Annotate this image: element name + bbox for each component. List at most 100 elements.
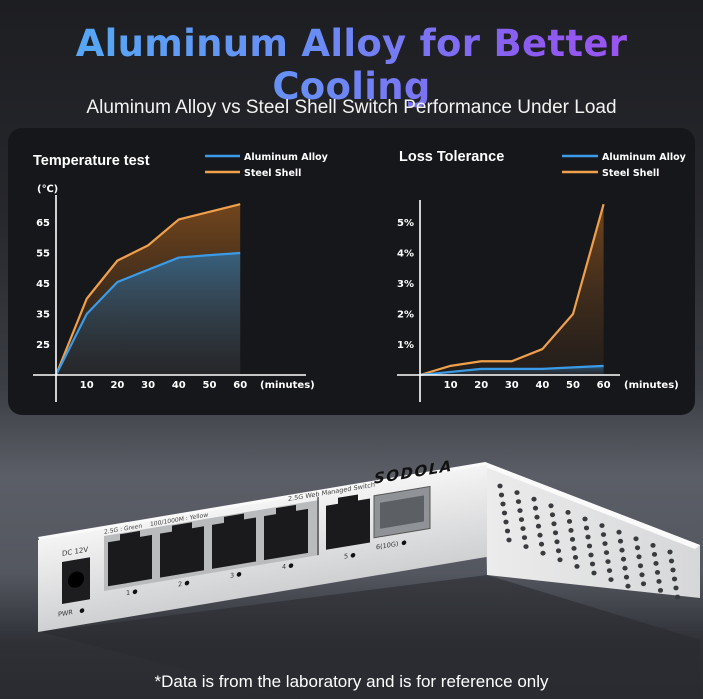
port-label: 2 bbox=[178, 580, 182, 589]
chart2-xlabel: (minutes) bbox=[624, 380, 679, 391]
chart1-title: Temperature test bbox=[33, 153, 150, 169]
pwr-led bbox=[79, 608, 85, 613]
power-jack-hole bbox=[68, 571, 84, 588]
vent-hole bbox=[515, 499, 522, 504]
vent-hole bbox=[551, 521, 557, 527]
vent-hole bbox=[514, 490, 520, 495]
vent-hole bbox=[673, 585, 679, 591]
chart2-x-tick: 10 bbox=[444, 380, 458, 391]
vent-hole bbox=[622, 565, 628, 571]
ethernet-port-5 bbox=[326, 498, 370, 550]
port-label: 1 bbox=[126, 589, 130, 598]
ethernet-port-tab bbox=[120, 530, 140, 543]
chart2-legend-steel: Steel Shell bbox=[602, 168, 659, 179]
vent-hole bbox=[634, 545, 641, 551]
subtitle: Aluminum Alloy vs Steel Shell Switch Per… bbox=[86, 97, 617, 118]
chart2-y-tick: 2% bbox=[397, 310, 414, 321]
vent-hole bbox=[668, 558, 675, 564]
chart1-line-steel bbox=[54, 203, 241, 376]
vent-hole bbox=[500, 501, 506, 507]
vent-hole bbox=[501, 510, 508, 516]
chart2-x-tick: 30 bbox=[505, 380, 519, 391]
headline: Aluminum Alloy for Better Cooling bbox=[0, 22, 703, 108]
vent-hole bbox=[497, 483, 503, 489]
switch-shadow bbox=[40, 575, 700, 699]
power-label: DC 12V bbox=[62, 545, 88, 558]
vent-hole bbox=[555, 548, 562, 554]
vent-holes bbox=[497, 483, 681, 600]
chart1-x-tick: 10 bbox=[80, 380, 94, 391]
chart2-y-tick: 4% bbox=[397, 249, 414, 260]
ethernet-port-tab bbox=[172, 522, 192, 534]
vent-hole bbox=[619, 547, 625, 553]
vent-hole bbox=[656, 579, 662, 584]
vent-hole bbox=[540, 550, 546, 556]
vent-hole bbox=[566, 519, 573, 524]
vent-hole bbox=[588, 552, 594, 558]
vent-hole bbox=[535, 523, 542, 529]
chart1-x-tick: 40 bbox=[172, 380, 186, 391]
vent-hole bbox=[657, 588, 664, 593]
vent-hole bbox=[569, 537, 576, 542]
vent-hole bbox=[639, 572, 645, 578]
chart2-x-tick: 20 bbox=[474, 380, 488, 391]
vent-hole bbox=[537, 532, 543, 538]
vent-hole bbox=[568, 528, 574, 533]
vent-hole bbox=[532, 505, 539, 511]
vent-hole bbox=[608, 577, 614, 582]
chart1-y-tick: 55 bbox=[36, 249, 50, 260]
chart1-x-tick: 30 bbox=[141, 380, 155, 391]
chart2-y-tick: 1% bbox=[397, 340, 414, 351]
chart1-x-tick: 60 bbox=[233, 380, 247, 391]
vent-hole bbox=[633, 536, 639, 542]
chart2-x-tick: 60 bbox=[597, 380, 611, 391]
sfp-led bbox=[401, 540, 407, 546]
port-led bbox=[184, 580, 190, 586]
ethernet-port-tab bbox=[224, 513, 244, 525]
vent-hole bbox=[674, 594, 681, 600]
vent-hole bbox=[572, 555, 579, 560]
switch-illustration: DC 12V PWR 2.5G : Green 100/1000M : Yell… bbox=[38, 457, 700, 699]
vent-hole bbox=[640, 581, 647, 587]
vent-hole bbox=[585, 534, 591, 540]
vent-hole bbox=[589, 561, 596, 567]
vent-hole bbox=[586, 543, 593, 549]
vent-hole bbox=[506, 537, 512, 543]
vent-hole bbox=[498, 492, 505, 498]
ethernet-port-tab bbox=[276, 504, 296, 517]
chart1-ylabel: (℃) bbox=[37, 184, 58, 195]
vent-hole bbox=[531, 496, 537, 502]
port-led bbox=[350, 552, 356, 558]
chart1-y-tick: 65 bbox=[36, 218, 50, 229]
ethernet-port-2 bbox=[160, 526, 204, 578]
chart2-legend-aluminum: Aluminum Alloy bbox=[602, 152, 687, 163]
vent-hole bbox=[670, 567, 676, 573]
vent-hole bbox=[554, 539, 560, 545]
vent-hole bbox=[636, 554, 642, 560]
vent-hole bbox=[582, 516, 588, 522]
vent-hole bbox=[538, 541, 545, 547]
vent-hole bbox=[523, 544, 529, 549]
vent-hole bbox=[571, 546, 577, 551]
chart1-legend-aluminum: Aluminum Alloy bbox=[244, 152, 329, 163]
chart2-y-tick: 3% bbox=[397, 279, 414, 290]
vent-hole bbox=[549, 512, 556, 518]
vent-hole bbox=[671, 576, 678, 582]
chart2-x-tick: 40 bbox=[535, 380, 549, 391]
vent-hole bbox=[606, 568, 613, 573]
vent-hole bbox=[583, 525, 590, 531]
vent-hole bbox=[651, 552, 658, 557]
vent-hole bbox=[521, 535, 528, 540]
chart1-x-tick: 50 bbox=[203, 380, 217, 391]
vent-hole bbox=[603, 550, 610, 555]
port-label: 5 bbox=[344, 552, 348, 561]
chart1-y-tick: 45 bbox=[36, 279, 50, 290]
chart1-xlabel: (minutes) bbox=[260, 380, 315, 391]
chart1-legend-steel: Steel Shell bbox=[244, 168, 301, 179]
sfp-slot bbox=[380, 495, 424, 529]
switch-top-edge bbox=[38, 462, 700, 549]
chart2-y-tick: 5% bbox=[397, 218, 414, 229]
vent-hole bbox=[591, 570, 597, 576]
chart2-line-steel bbox=[419, 203, 605, 377]
